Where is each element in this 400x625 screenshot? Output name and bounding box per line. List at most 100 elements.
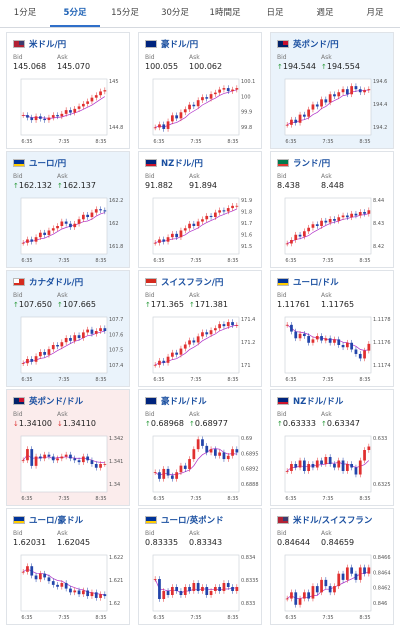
candle-body (213, 587, 217, 591)
rate-card[interactable]: カナダドル/円 Bid Ask ↑107.650 ↑107.665 107.7 107.6 1… (6, 270, 130, 387)
candle-body (196, 100, 200, 107)
candle-body (94, 209, 98, 213)
x-tick-label: 7:35 (322, 139, 333, 145)
tab-1[interactable]: 5分足 (50, 0, 100, 27)
ask-label: Ask (57, 292, 68, 299)
ask-label: Ask (189, 411, 200, 418)
rate-card[interactable]: 英ポンド/円 Bid Ask ↑194.544 ↑194.554 194.6 194.4 19… (270, 32, 394, 149)
flag-eu-icon (13, 159, 25, 167)
x-tick-label: 7:35 (190, 258, 201, 264)
candle-body (34, 237, 38, 242)
bid-label: Bid (145, 54, 155, 61)
candle-body (209, 449, 213, 453)
x-tick-label: 8:35 (227, 258, 238, 264)
candle-body (175, 352, 179, 355)
bid-value: 0.83335 (145, 538, 178, 547)
rate-card[interactable]: NZドル/円 Bid Ask 91.882 91.894 91.9 91.8 91.7 91.6… (138, 151, 262, 268)
candle-body (183, 344, 187, 349)
rate-card[interactable]: 英ポンド/ドル Bid Ask ↓1.34100 ↓1.34110 1.342 1.341 1… (6, 389, 130, 506)
candle-body (196, 336, 200, 343)
x-tick-label: 7:35 (58, 496, 69, 502)
candle-body (56, 584, 59, 587)
x-tick-label: 6:35 (153, 496, 164, 502)
y-tick-label: 144.8 (109, 125, 123, 131)
candle-body (69, 223, 72, 228)
tab-2[interactable]: 15分足 (111, 8, 139, 18)
bid-number: 0.83335 (145, 538, 179, 547)
card-header: ユーロ/ドル (277, 276, 339, 288)
candle-body (158, 239, 161, 243)
rate-card[interactable]: ユーロ/英ポンド Bid Ask 0.83335 0.83343 0.834 0.8335 0… (138, 508, 262, 625)
candle-body (90, 592, 94, 597)
candle-body (285, 598, 289, 600)
candle-body (26, 359, 29, 364)
candle-body (345, 215, 349, 218)
candle-body (64, 454, 68, 457)
rate-card[interactable]: 豪ドル/ドル Bid Ask ↑0.68968 ↑0.68977 0.69 0.6895 0.… (138, 389, 262, 506)
y-tick-label: 0.8335 (241, 578, 259, 584)
candle-body (162, 124, 166, 129)
bid-number: 100.055 (145, 62, 179, 71)
candle-body (153, 579, 157, 580)
rate-card[interactable]: スイスフラン/円 Bid Ask ↑171.365 ↑171.381 171.4 171.2… (138, 270, 262, 387)
plot-frame (20, 78, 108, 136)
candle-body (188, 223, 191, 229)
rate-card[interactable]: 豪ドル/円 Bid Ask 100.055 100.062 100.1 100 99.9 99.… (138, 32, 262, 149)
rate-card[interactable]: ユーロ/ドル Bid Ask 1.11761 1.11765 1.1178 1.1176 1.… (270, 270, 394, 387)
candle-body (341, 215, 345, 218)
mini-chart: 1.622 1.621 1.62 6:35 7:35 8:35 (20, 554, 123, 621)
card-header: ユーロ/英ポンド (145, 514, 224, 526)
plot-frame (20, 316, 108, 374)
candle-body (153, 472, 157, 474)
candle-body (307, 464, 311, 471)
candle-body (226, 583, 230, 587)
candle-body (311, 104, 315, 110)
candle-body (86, 590, 90, 597)
mini-chart: 107.7 107.6 107.5 107.4 6:35 7:35 8:35 (20, 316, 123, 383)
candle-body (328, 457, 332, 464)
bid-number: 0.68968 (150, 419, 184, 428)
candle-body (341, 573, 345, 580)
mini-chart: 171.4 171.2 171 6:35 7:35 8:35 (152, 316, 255, 383)
rate-card[interactable]: 米ドル/円 Bid Ask 145.068 145.070 145 144.8 6:35 7:3… (6, 32, 130, 149)
candle-body (170, 587, 174, 595)
tab-4[interactable]: 1時間足 (209, 8, 241, 18)
candle-body (320, 579, 323, 593)
y-tick-label: 171 (241, 363, 251, 369)
ask-number: 8.448 (321, 181, 344, 190)
rate-card[interactable]: NZドル/ドル Bid Ask ↑0.63333 ↑0.63347 0.633 0.6325… (270, 389, 394, 506)
candle-body (209, 330, 213, 335)
candle-body (328, 94, 332, 103)
mini-chart: 0.834 0.8335 0.833 6:35 7:35 8:35 (152, 554, 259, 621)
candle-body (90, 329, 94, 334)
candle-body (64, 221, 68, 224)
card-header: 英ポンド/円 (277, 38, 339, 50)
tab-0[interactable]: 1分足 (13, 8, 37, 18)
candle-body (81, 590, 85, 595)
candle-body (226, 88, 230, 92)
candle-body (179, 465, 183, 473)
rate-card[interactable]: ユーロ/豪ドル Bid Ask 1.62031 1.62045 1.622 1.621 1.6… (6, 508, 130, 625)
tab-6[interactable]: 週足 (316, 8, 334, 18)
card-header: ユーロ/円 (13, 157, 66, 169)
bid-number: 8.438 (277, 181, 300, 190)
candle-body (90, 97, 94, 102)
candle-body (34, 116, 38, 121)
bid-label: Bid (13, 411, 23, 418)
x-tick-label: 8:35 (359, 258, 370, 264)
tab-3[interactable]: 30分足 (161, 8, 189, 18)
rate-card[interactable]: ランド/円 Bid Ask 8.438 8.448 8.44 8.43 8.42 6:35 7:3… (270, 151, 394, 268)
rate-card[interactable]: 米ドル/スイスフラン Bid Ask 0.84644 0.84659 0.8466 0.84… (270, 508, 394, 625)
candle-body (175, 587, 179, 591)
candle-body (175, 115, 179, 119)
rate-card[interactable]: ユーロ/円 Bid Ask ↑162.132 ↑162.137 162.2 162 161.8… (6, 151, 130, 268)
candle-body (34, 356, 38, 362)
x-tick-label: 8:35 (359, 496, 370, 502)
x-tick-label: 7:35 (58, 377, 69, 383)
x-tick-label: 7:35 (322, 258, 333, 264)
tab-5[interactable]: 日足 (266, 8, 284, 18)
y-tick-label: 1.1176 (373, 340, 391, 346)
candle-body (69, 338, 72, 341)
tab-7[interactable]: 月足 (366, 8, 384, 18)
arrow-up-icon: ↑ (13, 301, 19, 309)
